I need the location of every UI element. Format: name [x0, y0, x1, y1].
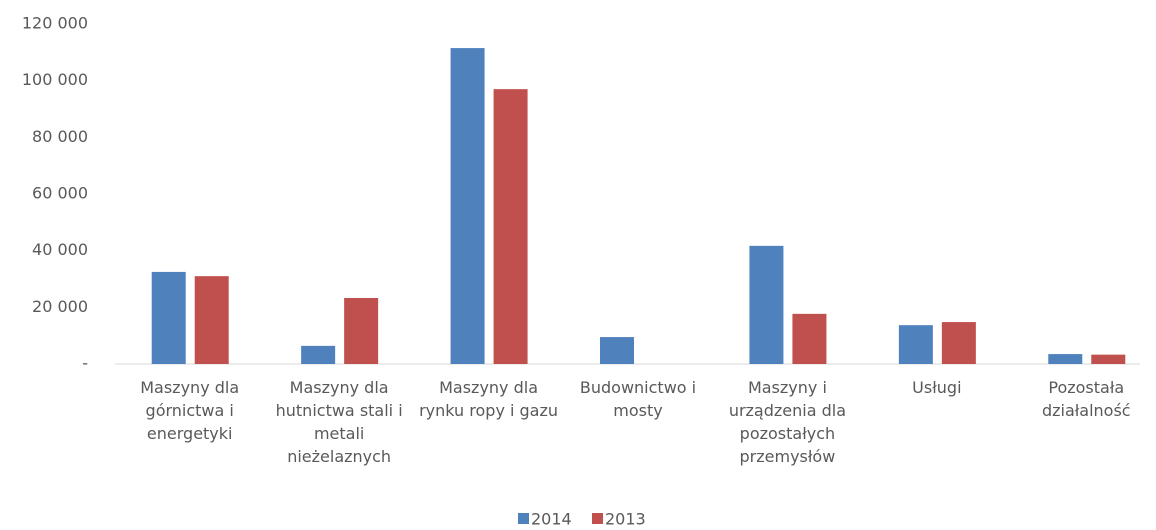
- bar: [194, 276, 229, 364]
- bar: [493, 89, 528, 365]
- x-tick-label: Pozostała działalność: [1041, 378, 1131, 420]
- x-tick-label: Budownictwo i mosty: [579, 378, 697, 420]
- bar: [450, 48, 485, 364]
- legend-swatch: [592, 513, 603, 524]
- y-tick-label: 40 000: [32, 240, 88, 259]
- y-tick-label: 20 000: [32, 297, 88, 316]
- x-tick-label: Maszyny dla górnictwa i energetyki: [140, 378, 240, 443]
- x-tick-label: Maszyny dla hutnictwa stali i metali nie…: [275, 378, 403, 466]
- y-tick-label: 60 000: [32, 184, 88, 203]
- bar: [1048, 354, 1083, 364]
- bar: [301, 345, 336, 364]
- bar: [600, 337, 634, 364]
- legend-label: 2014: [531, 510, 572, 529]
- legend-label: 2013: [605, 510, 646, 529]
- x-tick-label: Maszyny dla rynku ropy i gazu: [419, 378, 559, 420]
- x-tick-label: Maszyny i urządzenia dla pozostałych prz…: [728, 378, 847, 466]
- bar: [941, 322, 976, 364]
- x-tick-label: Usługi: [912, 378, 962, 397]
- legend-swatch: [518, 513, 529, 524]
- bar: [749, 245, 784, 364]
- bar: [1091, 354, 1126, 364]
- bar: [898, 325, 933, 364]
- y-tick-label: 80 000: [32, 127, 88, 146]
- bar: [151, 271, 186, 364]
- bar: [344, 297, 379, 364]
- y-tick-label: 120 000: [22, 14, 88, 33]
- bar: [792, 313, 827, 364]
- y-tick-label: -: [82, 354, 88, 373]
- y-tick-label: 100 000: [22, 70, 88, 89]
